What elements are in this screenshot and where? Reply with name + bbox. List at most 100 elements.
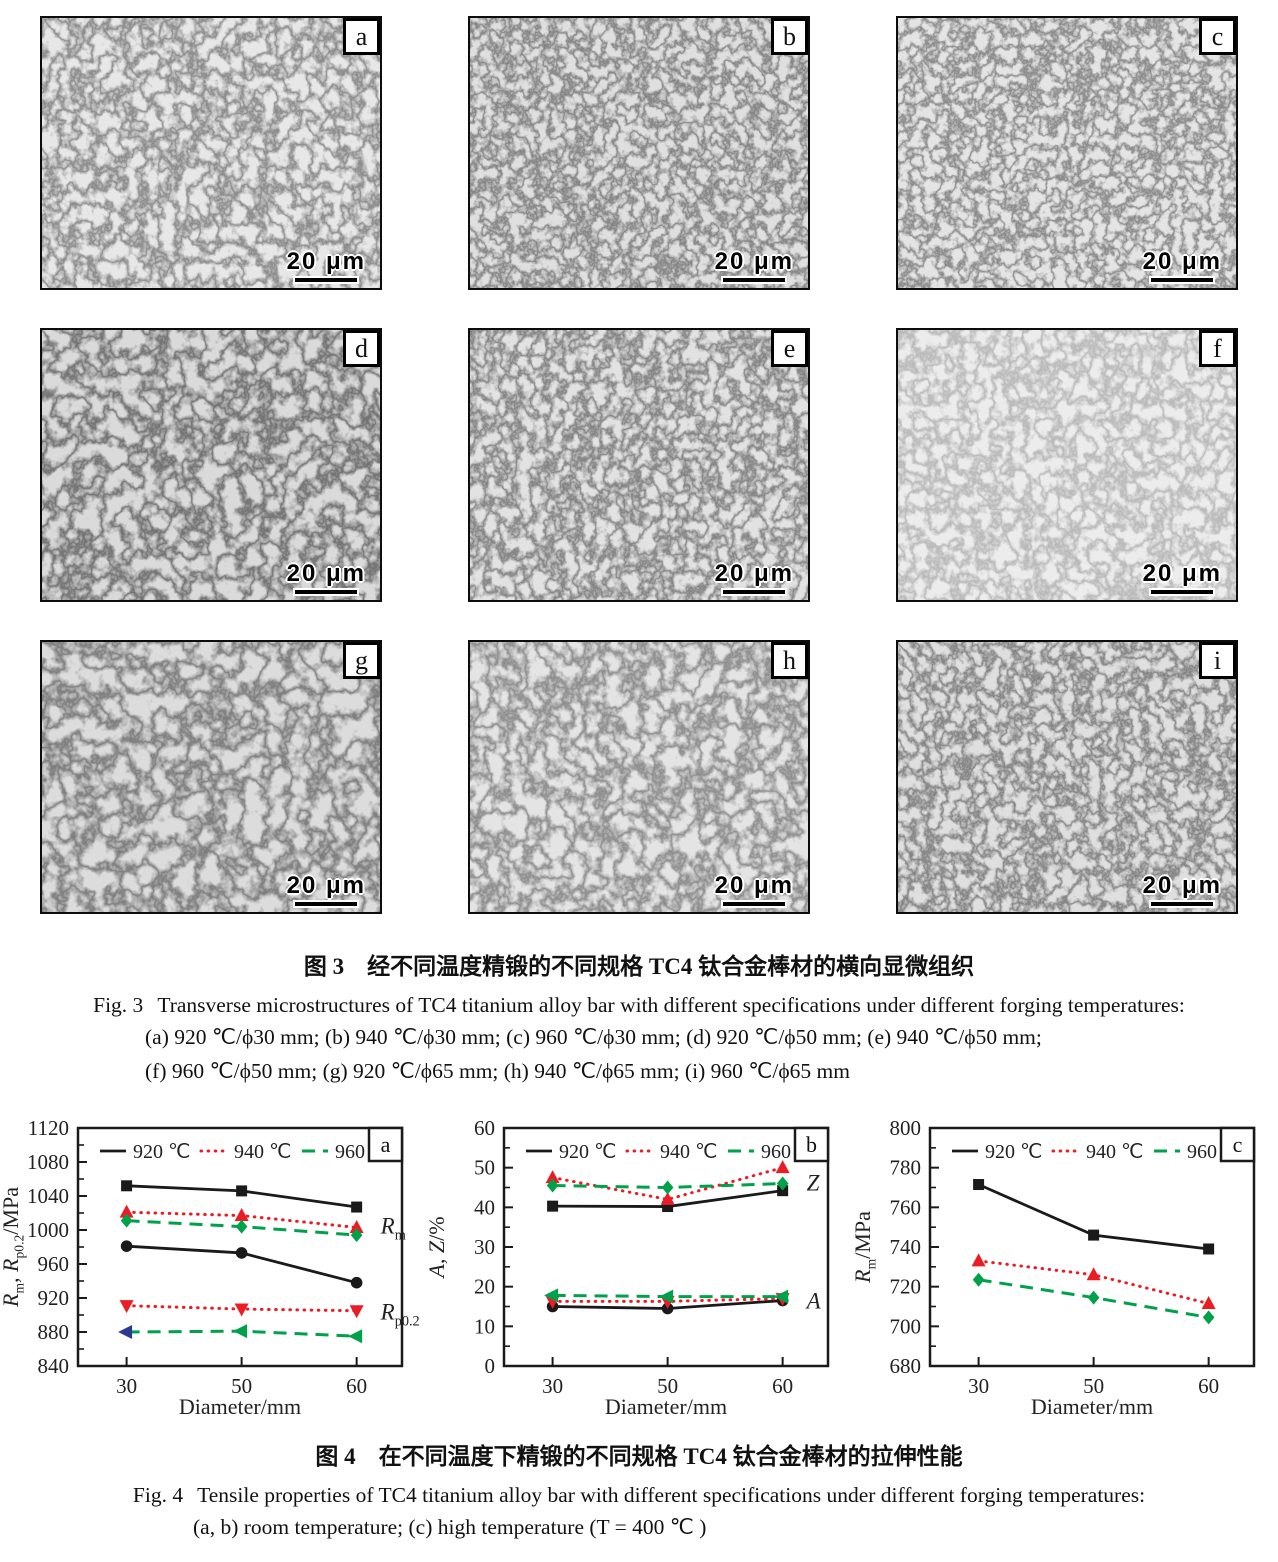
scale-bar-label: 20 μm [286,248,366,275]
panel-label: b [771,18,808,55]
scale-bar-label: 20 μm [286,560,366,587]
svg-text:700: 700 [890,1314,922,1338]
svg-text:1040: 1040 [27,1184,69,1208]
micrograph-image [470,642,808,912]
panel-label: g [343,642,380,679]
scale-bar: 20 μm [715,872,794,906]
figure3-caption-zh: 图 3 经不同温度精锻的不同规格 TC4 钛合金棒材的横向显微组织 [303,954,975,979]
svg-text:920 ℃: 920 ℃ [133,1141,190,1163]
scale-bar-line [723,590,786,594]
svg-text:30: 30 [474,1235,495,1259]
micrograph-image [42,330,380,600]
micrograph-image [470,18,808,288]
micrograph-panel-b: b 20 μm [468,16,810,290]
panel-label: c [1199,18,1236,55]
svg-text:A, Z/%: A, Z/% [426,1216,449,1279]
scale-bar-label: 20 μm [1142,560,1222,587]
scale-bar-line [295,278,358,282]
svg-text:0: 0 [485,1354,496,1378]
scale-bar-label: 20 μm [1142,872,1222,899]
svg-text:60: 60 [346,1374,367,1398]
micrograph-image [42,642,380,912]
svg-text:680: 680 [890,1354,922,1378]
svg-text:50: 50 [474,1156,495,1180]
scale-bar: 20 μm [287,872,366,906]
micrograph-image [898,330,1236,600]
figure3-subcaption-line1: (a) 920 ℃/ϕ30 mm; (b) 940 ℃/ϕ30 mm; (c) … [145,1025,1042,1049]
svg-text:780: 780 [890,1156,922,1180]
svg-text:c: c [1233,1132,1243,1157]
micrograph-panel-g: g 20 μm [40,640,382,914]
scale-bar-line [295,590,358,594]
micrograph-panel-d: d 20 μm [40,328,382,602]
svg-text:960: 960 [38,1252,70,1276]
scale-bar-line [1151,902,1214,906]
figure4-caption-en: Fig. 4 Tensile properties of TC4 titanium… [0,1480,1278,1510]
figure3-subcaption-line2: (f) 960 ℃/ϕ50 mm; (g) 920 ℃/ϕ65 mm; (h) … [145,1059,850,1083]
scale-bar-label: 20 μm [286,872,366,899]
micrograph-panel-i: i 20 μm [896,640,1238,914]
scale-bar-line [295,902,358,906]
svg-text:1080: 1080 [27,1150,69,1174]
scale-bar: 20 μm [1143,248,1222,282]
svg-text:60: 60 [474,1118,495,1140]
scale-bar-label: 20 μm [1142,248,1222,275]
svg-text:Rm: Rm [380,1214,406,1244]
scale-bar-line [1151,590,1214,594]
svg-text:840: 840 [38,1354,70,1378]
svg-text:760: 760 [890,1195,922,1219]
svg-text:880: 880 [38,1320,70,1344]
micrograph-panel-a: a 20 μm [40,16,382,290]
svg-text:A: A [805,1288,822,1313]
micrograph-panel-e: e 20 μm [468,328,810,602]
micrograph-image [898,642,1236,912]
figure4-subcaption-line1: (a, b) room temperature; (c) high temper… [193,1515,707,1539]
svg-text:Diameter/mm: Diameter/mm [1031,1394,1153,1419]
panel-label: d [343,330,380,367]
micrograph-panel-c: c 20 μm [896,16,1238,290]
svg-text:Z: Z [807,1171,820,1196]
panel-label: i [1199,642,1236,679]
svg-text:Diameter/mm: Diameter/mm [605,1394,727,1419]
figure4-caption-zh: 图 4 在不同温度下精锻的不同规格 TC4 钛合金棒材的拉伸性能 [315,1444,963,1469]
scale-bar-line [723,902,786,906]
svg-text:720: 720 [890,1275,922,1299]
svg-text:Rm/MPa: Rm/MPa [852,1211,879,1284]
chart-b: 0 10 20 30 40 50 60 30 50 60 Diameter/mm A, Z/% 920 … [426,1118,852,1420]
scale-bar: 20 μm [287,560,366,594]
panel-label: a [343,18,380,55]
figure3-caption-en: Fig. 3 Transverse microstructures of TC4 … [0,990,1278,1020]
svg-text:30: 30 [542,1374,563,1398]
svg-text:20: 20 [474,1275,495,1299]
svg-text:10: 10 [474,1314,495,1338]
scale-bar: 20 μm [715,248,794,282]
svg-text:Rm, Rp0.2/MPa: Rm, Rp0.2/MPa [0,1187,27,1308]
svg-text:30: 30 [116,1374,137,1398]
figure3-label: Fig. 3 [93,993,144,1017]
svg-text:30: 30 [968,1374,989,1398]
svg-text:60: 60 [1198,1374,1219,1398]
svg-text:940 ℃: 940 ℃ [234,1141,291,1163]
panel-label: e [771,330,808,367]
scale-bar: 20 μm [1143,560,1222,594]
chart-a: 840 880 920 960 1000 1040 1080 1120 30 50 60 Diamet… [0,1118,426,1420]
svg-text:50: 50 [231,1374,252,1398]
figure4-caption-text: Tensile properties of TC4 titanium alloy… [197,1483,1146,1507]
svg-text:40: 40 [474,1195,495,1219]
svg-text:b: b [806,1132,817,1157]
micrograph-image [898,18,1236,288]
svg-text:920: 920 [38,1286,70,1310]
figure4-charts: 840 880 920 960 1000 1040 1080 1120 30 50 60 Diamet… [0,1118,1278,1420]
svg-text:1000: 1000 [27,1218,69,1242]
svg-text:920 ℃: 920 ℃ [559,1141,616,1163]
scale-bar-line [723,278,786,282]
panel-label: h [771,642,808,679]
svg-text:800: 800 [890,1118,922,1140]
svg-text:1120: 1120 [28,1118,69,1140]
svg-text:a: a [381,1132,391,1157]
figure4-label: Fig. 4 [132,1483,184,1507]
svg-text:740: 740 [890,1235,922,1259]
figure3-caption-text: Transverse microstructures of TC4 titani… [157,993,1185,1017]
scale-bar-label: 20 μm [714,872,794,899]
